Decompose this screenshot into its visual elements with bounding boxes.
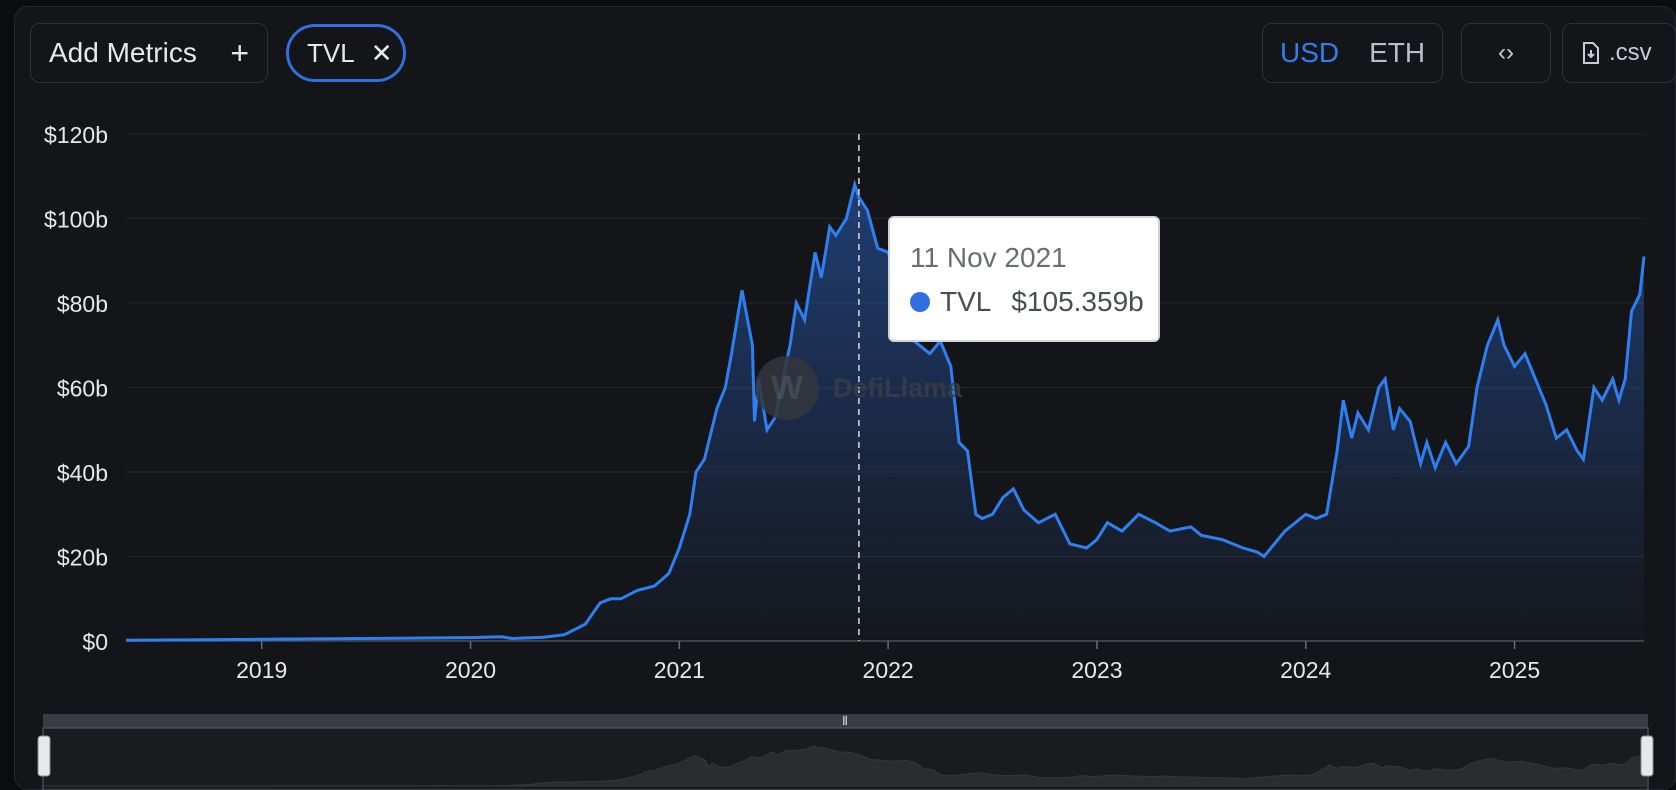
range-slider-grip-icon[interactable]: ⦀ <box>842 714 847 728</box>
x-tick-label: 2024 <box>1280 657 1331 683</box>
watermark: W DefiLlama <box>755 356 962 420</box>
tooltip-date: 11 Nov 2021 <box>910 242 1067 273</box>
currency-usd-option[interactable]: USD <box>1280 37 1340 68</box>
x-tick-label: 2022 <box>863 657 914 683</box>
tooltip-row: TVL $105.359b <box>910 286 1144 318</box>
add-metrics-button[interactable]: Add Metrics + <box>30 23 268 83</box>
y-tick-label: $20b <box>57 545 108 571</box>
y-tick-label: $80b <box>57 291 108 317</box>
x-tick-label: 2025 <box>1489 657 1540 683</box>
download-file-icon <box>1583 42 1599 64</box>
range-slider-track[interactable] <box>43 714 1648 728</box>
close-icon[interactable]: ✕ <box>370 37 393 68</box>
x-tick-label: 2020 <box>445 657 496 683</box>
range-slider-left-handle[interactable] <box>37 735 51 777</box>
y-tick-label: $100b <box>44 207 108 233</box>
range-slider-right-handle[interactable] <box>1640 735 1654 777</box>
csv-label: .csv <box>1609 39 1652 66</box>
currency-eth-option[interactable]: ETH <box>1369 37 1426 68</box>
plus-icon: + <box>230 35 249 71</box>
chart-tooltip: 11 Nov 2021 TVL $105.359b <box>888 216 1160 342</box>
y-tick-label: $40b <box>57 460 108 486</box>
defillama-logo-icon: W <box>755 356 819 420</box>
y-tick-label: $60b <box>57 376 108 402</box>
series-color-dot <box>910 292 930 312</box>
currency-toggle: USD ETH <box>1262 23 1443 83</box>
y-tick-label: $120b <box>44 122 108 148</box>
tooltip-series-name: TVL <box>940 286 992 317</box>
add-metrics-label: Add Metrics <box>49 37 197 68</box>
tooltip-value: $105.359b <box>1011 286 1144 317</box>
range-slider-preview <box>44 745 1647 787</box>
embed-button[interactable]: ‹› <box>1461 23 1551 83</box>
metric-pill-tvl[interactable]: TVL ✕ <box>286 24 406 82</box>
tvl-area <box>126 184 1644 641</box>
x-tick-label: 2019 <box>236 657 287 683</box>
code-icon: ‹› <box>1498 39 1514 66</box>
x-tick-label: 2021 <box>654 657 705 683</box>
y-tick-label: $0 <box>82 629 108 655</box>
metric-pill-label: TVL <box>307 37 355 68</box>
download-csv-button[interactable]: .csv <box>1562 23 1675 83</box>
x-tick-label: 2023 <box>1071 657 1122 683</box>
tvl-line <box>125 179 1646 642</box>
watermark-text: DefiLlama <box>833 372 963 403</box>
